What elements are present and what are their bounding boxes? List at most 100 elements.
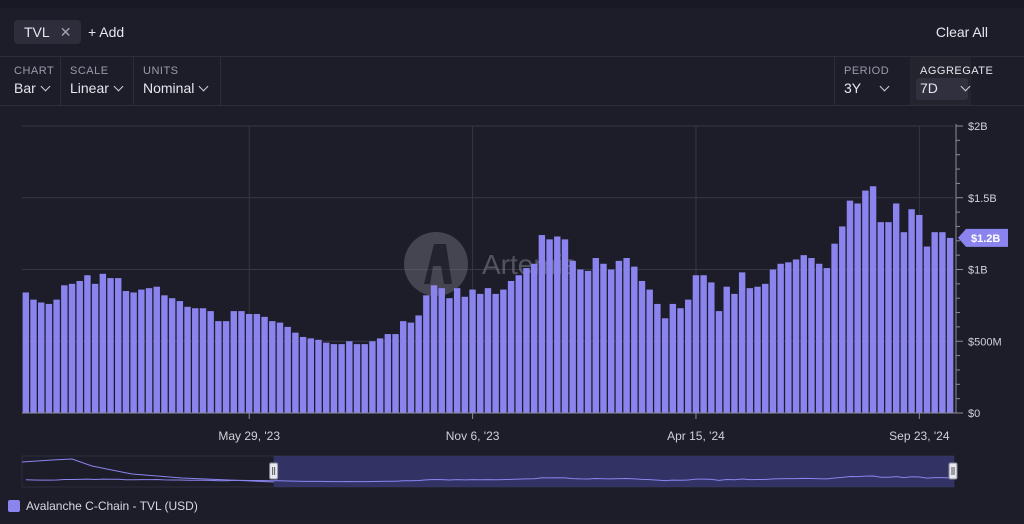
bar — [654, 303, 661, 413]
metric-chip-tvl[interactable]: TVL ✕ — [14, 20, 82, 44]
bar — [946, 237, 954, 413]
bar — [862, 190, 869, 413]
current-value-label: $1.2B — [971, 233, 1000, 245]
period-value: 3Y — [844, 80, 862, 96]
handle-body — [269, 462, 279, 480]
bar — [207, 311, 214, 413]
aggregate-value: 7D — [920, 80, 938, 96]
bar — [661, 318, 669, 413]
bar — [353, 344, 361, 413]
y-tick-label: $0 — [968, 408, 980, 420]
bar — [592, 258, 599, 413]
bar — [538, 235, 546, 413]
bar — [192, 308, 199, 413]
divider — [220, 57, 221, 105]
bar — [299, 336, 307, 413]
bar — [292, 332, 299, 413]
bar — [800, 255, 807, 413]
bar — [669, 303, 677, 413]
bar — [461, 296, 469, 413]
bar — [415, 315, 422, 413]
close-icon[interactable]: ✕ — [59, 23, 72, 40]
bar — [600, 263, 607, 413]
bar — [530, 263, 538, 413]
bar — [446, 298, 453, 413]
bar — [731, 293, 738, 413]
bar — [400, 321, 407, 413]
bar — [469, 289, 476, 413]
bar — [900, 232, 908, 413]
x-tick-label: Apr 15, '24 — [667, 429, 725, 443]
bar — [261, 316, 268, 413]
bar — [908, 209, 915, 413]
bar — [184, 306, 191, 413]
navigator-selection — [273, 456, 954, 487]
bar — [607, 269, 615, 413]
bar — [22, 292, 30, 413]
navigator-right-handle[interactable] — [948, 462, 958, 480]
bar — [885, 222, 892, 413]
bar — [477, 293, 484, 413]
add-metric-button[interactable]: + Add — [88, 24, 125, 40]
bar — [138, 289, 145, 413]
bar-series — [22, 186, 954, 413]
bar — [346, 341, 353, 413]
bar — [869, 186, 877, 413]
bar — [122, 291, 130, 413]
navigator-left-handle[interactable] — [269, 462, 279, 480]
range-navigator[interactable] — [21, 455, 958, 488]
bar — [438, 288, 445, 413]
bar — [168, 298, 176, 413]
bar — [792, 259, 800, 413]
bar — [430, 285, 438, 413]
bar — [839, 226, 846, 413]
scale-label: SCALE — [70, 65, 109, 77]
y-tick-label: $1.5B — [968, 193, 997, 205]
bar — [315, 339, 322, 413]
divider — [133, 57, 134, 105]
bar — [746, 288, 754, 413]
bar — [61, 285, 68, 413]
bar — [831, 243, 838, 413]
bar — [615, 260, 623, 413]
bar — [369, 341, 376, 413]
artemis-logo-mark — [424, 244, 452, 284]
x-tick-label: Sep 23, '24 — [889, 429, 950, 443]
bar — [939, 232, 946, 413]
bar — [153, 286, 160, 413]
clear-all-button[interactable]: Clear All — [935, 24, 988, 40]
period-label: PERIOD — [844, 65, 890, 77]
bar — [584, 270, 592, 413]
bar — [276, 322, 284, 413]
bar — [68, 283, 76, 413]
units-label: UNITS — [143, 65, 179, 77]
current-value-badge: $1.2B — [958, 228, 1008, 247]
bar — [823, 268, 831, 413]
bar — [723, 286, 730, 413]
bar — [76, 280, 83, 413]
aggregate-select-box[interactable] — [916, 78, 968, 100]
bar — [199, 308, 207, 413]
aggregate-label: AGGREGATE — [920, 65, 994, 77]
chart-legend[interactable]: Avalanche C-Chain - TVL (USD) — [8, 499, 198, 513]
bar — [923, 246, 931, 413]
bar — [569, 260, 576, 413]
bar — [916, 214, 923, 413]
bar — [892, 203, 900, 413]
bar — [700, 275, 707, 413]
bar — [762, 283, 769, 413]
bar — [738, 272, 746, 413]
bar — [45, 303, 53, 413]
x-tick-label: Nov 6, '23 — [446, 429, 500, 443]
bar — [708, 282, 715, 413]
bar — [692, 275, 700, 413]
bar — [754, 286, 761, 413]
y-tick-label: $500M — [968, 336, 1002, 348]
bar — [623, 258, 630, 413]
bar — [808, 258, 815, 413]
metric-toolbar: TVL ✕ + Add Clear All — [0, 0, 1024, 57]
top-edge — [0, 0, 1024, 8]
handle-body — [948, 462, 958, 480]
navigator-line — [25, 475, 951, 483]
